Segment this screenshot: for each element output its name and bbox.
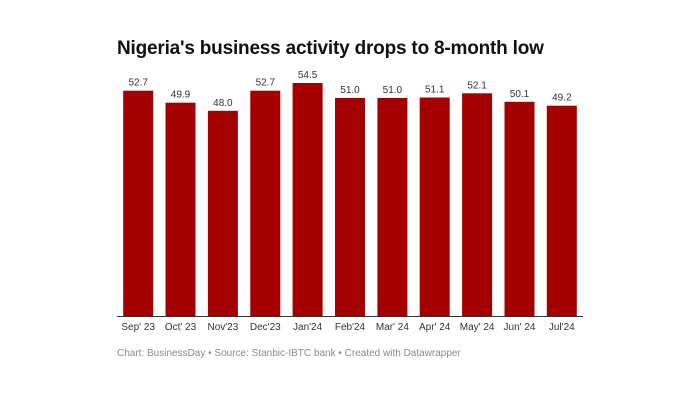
chart-footer: Chart: BusinessDay • Source: Stanbic-IBT… xyxy=(117,348,461,359)
x-tick-label-8: May' 24 xyxy=(460,322,495,333)
bar-4 xyxy=(292,83,323,316)
bar-5 xyxy=(335,98,365,316)
value-label-4: 54.5 xyxy=(298,70,318,81)
bar-0 xyxy=(123,90,154,316)
x-tick-label-3: Dec'23 xyxy=(250,322,281,333)
value-label-3: 52.7 xyxy=(256,78,276,89)
x-tick-label-2: Nov'23 xyxy=(207,322,238,333)
value-label-5: 51.0 xyxy=(340,85,360,96)
x-tick-label-4: Jan'24 xyxy=(293,322,323,333)
bar-9 xyxy=(504,101,535,316)
value-label-10: 49.2 xyxy=(552,93,572,104)
bar-7 xyxy=(419,97,450,316)
x-tick-label-5: Feb'24 xyxy=(335,322,366,333)
chart-title: Nigeria's business activity drops to 8-m… xyxy=(117,38,544,59)
value-label-2: 48.0 xyxy=(213,98,233,109)
x-tick-label-1: Oct' 23 xyxy=(165,322,197,333)
x-tick-label-0: Sep' 23 xyxy=(121,322,155,333)
x-tick-label-6: Mar' 24 xyxy=(376,322,409,333)
bar-10 xyxy=(546,105,577,316)
x-tick-label-10: Jul'24 xyxy=(549,322,575,333)
bar-2 xyxy=(207,110,238,316)
value-label-0: 52.7 xyxy=(128,78,148,89)
value-labels-group: 52.7 49.9 48.0 52.7 54.5 51.0 51.0 51.1 52.1 50.1… xyxy=(128,70,572,109)
value-label-8: 52.1 xyxy=(467,80,487,91)
value-label-1: 49.9 xyxy=(171,90,191,101)
bar-8 xyxy=(462,93,493,316)
bars-group xyxy=(123,83,577,316)
x-tick-label-7: Apr' 24 xyxy=(419,322,451,333)
bar-6 xyxy=(377,98,408,316)
x-tick-label-9: Jun' 24 xyxy=(504,322,536,333)
bar-3 xyxy=(250,90,281,316)
bar-1 xyxy=(165,102,196,316)
value-label-9: 50.1 xyxy=(510,89,530,100)
x-tick-labels-group: Sep' 23 Oct' 23 Nov'23 Dec'23 Jan'24 Feb'24 Ma… xyxy=(121,322,575,333)
value-label-7: 51.1 xyxy=(425,85,445,96)
value-label-6: 51.0 xyxy=(383,85,403,96)
